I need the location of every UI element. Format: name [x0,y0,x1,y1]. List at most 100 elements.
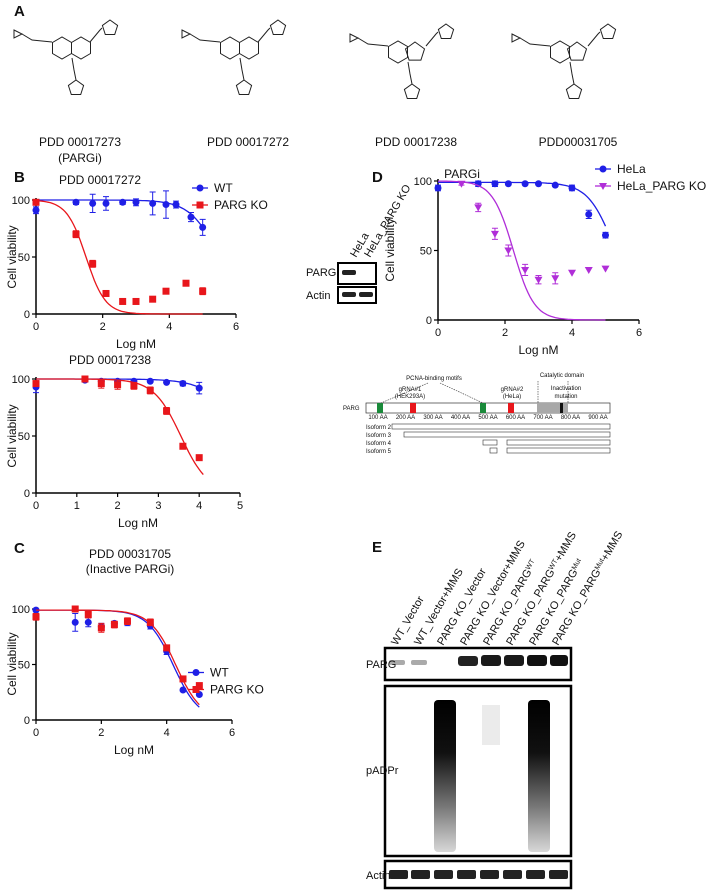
row-label: PARG [306,267,336,279]
row-label: Actin [306,290,330,302]
marker [182,279,190,287]
marker [474,204,483,212]
ring [101,19,119,35]
x-axis-label: Log nM [118,516,158,530]
marker [163,378,171,386]
fit-curve [36,609,200,706]
chart-title: PARGi [444,167,480,181]
annotation: (HEK293A) [395,394,425,400]
aa-tick: 700 AA [533,415,552,421]
legend-label: HeLa_PARG KO [617,179,706,193]
isoform-label: Isoform 3 [366,433,392,439]
ring [550,40,570,64]
bond [569,61,575,85]
series [438,180,610,321]
x-tick-label: 4 [166,321,172,333]
annotation: Catalytic domain [540,373,584,379]
compound-note: (PARGi) [58,151,102,165]
y-axis-label: Cell viability [5,404,19,467]
isoform-label: Isoform 4 [366,441,392,447]
aa-tick: 600 AA [506,415,525,421]
legend-marker [192,686,200,693]
fit-curve [438,181,607,227]
annotation: mutation [554,394,577,400]
marker [114,381,122,389]
ring [566,41,588,61]
y-tick-label: 50 [420,246,432,258]
y-tick-label: 100 [12,195,30,207]
ring [403,83,421,99]
aa-tick: 900 AA [588,415,607,421]
panel-label: B [14,169,25,186]
marker [490,230,499,238]
marker [84,611,92,619]
marker [195,682,203,690]
aa-tick: 800 AA [561,415,580,421]
marker [434,184,442,192]
ring [239,36,259,60]
marker [199,287,207,295]
series [32,190,207,236]
structure [13,19,119,95]
y-tick-label: 50 [18,660,30,672]
bond [425,31,439,47]
aa-tick: 300 AA [423,415,442,421]
legend-label: PARG KO [214,198,268,212]
y-tick-label: 0 [24,715,30,727]
bond [239,57,245,81]
ring [13,29,24,39]
x-tick-label: 0 [33,500,39,512]
isoform-diagram [365,381,611,454]
lane-label-sup: Mut [594,557,606,571]
marker [162,287,170,295]
compound-name: PDD 00017272 [207,135,289,149]
aa-tick: 100 AA [368,415,387,421]
marker [119,297,127,305]
compound-name: PDD 00017273 [39,135,121,149]
x-tick-label: 0 [435,327,441,339]
series [434,180,609,239]
marker [146,386,154,394]
x-axis-label: Log nM [116,337,156,351]
structure [349,23,455,99]
structure [511,23,617,99]
marker [504,180,512,188]
marker [119,198,127,206]
ring [181,29,192,39]
fit-curve [438,180,606,321]
bond [257,27,271,43]
series [32,198,207,315]
x-tick-label: 4 [196,500,202,512]
y-tick-label: 0 [24,488,30,500]
marker [491,180,499,188]
marker [97,380,105,388]
bond [407,61,413,85]
x-tick-label: 4 [569,327,575,339]
marker [504,247,513,255]
annotation: PCNA-binding motifs [406,376,462,382]
x-tick-label: 4 [164,727,170,739]
marker [199,223,207,231]
marker [179,380,187,388]
ring [52,36,72,60]
x-tick-label: 0 [33,727,39,739]
legend-label: HeLa [617,162,646,176]
ring [511,33,522,43]
isoform-label: Isoform 2 [366,425,392,431]
ring [565,83,583,99]
compound-name: PDD 00017238 [375,135,457,149]
y-tick-label: 50 [18,431,30,443]
panel-label: D [372,169,383,186]
marker [32,206,40,214]
legend-marker [599,183,607,190]
marker [97,624,105,632]
isoform-label: Isoform 5 [366,449,392,455]
ring [269,19,287,35]
chart-title: PDD 00017272 [59,173,141,187]
marker [602,231,609,239]
y-tick-label: 50 [18,252,30,264]
marker [172,201,180,209]
marker [601,265,610,273]
bond [71,57,77,81]
marker [551,181,559,189]
